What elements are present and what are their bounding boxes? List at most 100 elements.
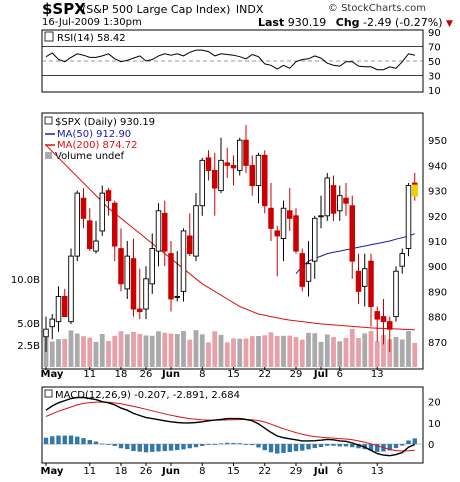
volume-bar xyxy=(318,341,324,367)
axes: 10305070902.5B5.0B10.0B87088089090091092… xyxy=(11,28,447,477)
macd-histogram-bar xyxy=(106,444,111,445)
macd-histogram-bar xyxy=(100,443,105,445)
volume-bar xyxy=(93,341,99,367)
macd-panel-frame xyxy=(41,386,424,464)
candle-up xyxy=(199,159,205,207)
price-x-tick-label: 13 xyxy=(371,369,384,380)
volume-label: Volume undef xyxy=(55,151,125,162)
price-x-tick-label: 26 xyxy=(140,369,153,380)
volume-bar xyxy=(62,338,68,367)
macd-x-tick-label: 15 xyxy=(227,466,240,477)
candle-up xyxy=(312,217,318,262)
volume-bar xyxy=(56,339,61,367)
volume-bar xyxy=(337,341,343,367)
macd-histogram-bar xyxy=(206,444,211,445)
price-x-tick-label: 18 xyxy=(115,369,128,380)
macd-histogram-bar xyxy=(237,443,242,445)
candle-up xyxy=(362,268,368,287)
macd-tick-label: 0 xyxy=(428,440,434,451)
down-arrow-icon: ▼ xyxy=(446,19,453,29)
candle-up xyxy=(236,139,243,171)
macd-histogram-bar xyxy=(231,443,236,445)
ma50-label: MA(50) 912.90 xyxy=(57,129,131,140)
macd-histogram-bar xyxy=(306,444,311,450)
candle-down xyxy=(274,230,281,237)
macd-histogram-bar xyxy=(281,444,286,453)
last-price-marker xyxy=(412,184,418,197)
volume-bar xyxy=(87,337,93,367)
price-x-tick-label: Jul xyxy=(313,369,328,380)
volume-bar xyxy=(81,336,86,367)
volume-bar xyxy=(193,330,199,367)
exchange-label: INDX xyxy=(235,3,264,16)
candle-down xyxy=(186,235,193,255)
macd-x-tick-label: 13 xyxy=(371,466,384,477)
price-tick-label: 930 xyxy=(428,187,447,198)
volume-bar xyxy=(299,339,305,367)
candle-down xyxy=(230,164,237,169)
chg-value: -2.49 (-0.27%) xyxy=(363,16,443,29)
candle-down xyxy=(211,169,218,189)
ma200-line xyxy=(45,144,415,331)
price-tick-label: 940 xyxy=(428,161,447,172)
macd-x-tick-label: 11 xyxy=(83,466,96,477)
price-x-tick-label: 22 xyxy=(258,369,271,380)
macd-histogram-bar xyxy=(256,444,261,448)
macd-histogram-bar xyxy=(75,436,80,445)
candle-up xyxy=(324,177,331,217)
chg-label: Chg xyxy=(335,16,360,29)
macd-histogram-bar xyxy=(56,435,61,445)
price-x-tick-label: 8 xyxy=(199,369,205,380)
macd-histogram-bar xyxy=(156,444,161,452)
index-name-text: (S&P 500 Large Cap Index) xyxy=(82,3,231,16)
candle-down xyxy=(262,154,268,207)
volume-bar xyxy=(218,334,224,367)
macd-histogram-bar xyxy=(143,444,149,453)
candle-down xyxy=(161,212,168,252)
candle-up xyxy=(68,255,74,323)
volume-bar xyxy=(237,338,243,367)
macd-histogram-bar xyxy=(343,444,349,447)
moving-averages xyxy=(45,144,415,331)
candle-up xyxy=(43,328,49,338)
candle-down xyxy=(249,164,255,187)
candle-down xyxy=(118,248,124,285)
volume-bar xyxy=(43,337,49,367)
volume-tick-label: 10.0B xyxy=(11,275,40,286)
price-tick-label: 880 xyxy=(428,313,447,324)
volume-bar xyxy=(393,336,399,367)
candle-down xyxy=(349,205,356,262)
price-tick-label: 900 xyxy=(428,262,447,273)
volume-bar xyxy=(74,333,80,367)
macd-histogram-bar xyxy=(218,443,224,445)
macd-histogram-bar xyxy=(393,444,399,449)
candle-up xyxy=(155,210,162,252)
volume-bar xyxy=(49,341,55,367)
volume-bar xyxy=(181,331,186,367)
price-tick-label: 950 xyxy=(428,136,447,147)
volume-bar xyxy=(143,335,149,367)
macd-histogram-bar xyxy=(68,435,74,445)
rsi-tick-label: 70 xyxy=(428,43,441,54)
price-x-tick-label: 29 xyxy=(290,369,303,380)
candle-down xyxy=(205,157,212,171)
volume-bar xyxy=(131,331,136,367)
volume-tick-label: 2.5B xyxy=(17,341,40,352)
macd-histogram-bar xyxy=(331,444,336,446)
candle-up xyxy=(49,318,56,328)
datetime: 16-Jul-2009 1:30pm xyxy=(42,17,142,28)
macd-histogram-bar xyxy=(81,438,86,445)
macd-histogram-bar xyxy=(87,440,92,445)
candle-up xyxy=(143,278,149,310)
macd-histogram-bar xyxy=(406,440,411,445)
macd-histogram-bar xyxy=(312,444,317,449)
price-tick-label: 910 xyxy=(428,237,447,248)
rsi-tick-label: 90 xyxy=(428,28,441,39)
macd-histogram-bar xyxy=(368,444,374,451)
candle-up xyxy=(218,159,224,192)
macd-histogram-bar xyxy=(325,444,330,446)
volume-bar xyxy=(168,333,174,367)
macd-plot xyxy=(42,396,423,457)
macd-histogram-bar xyxy=(356,444,361,449)
